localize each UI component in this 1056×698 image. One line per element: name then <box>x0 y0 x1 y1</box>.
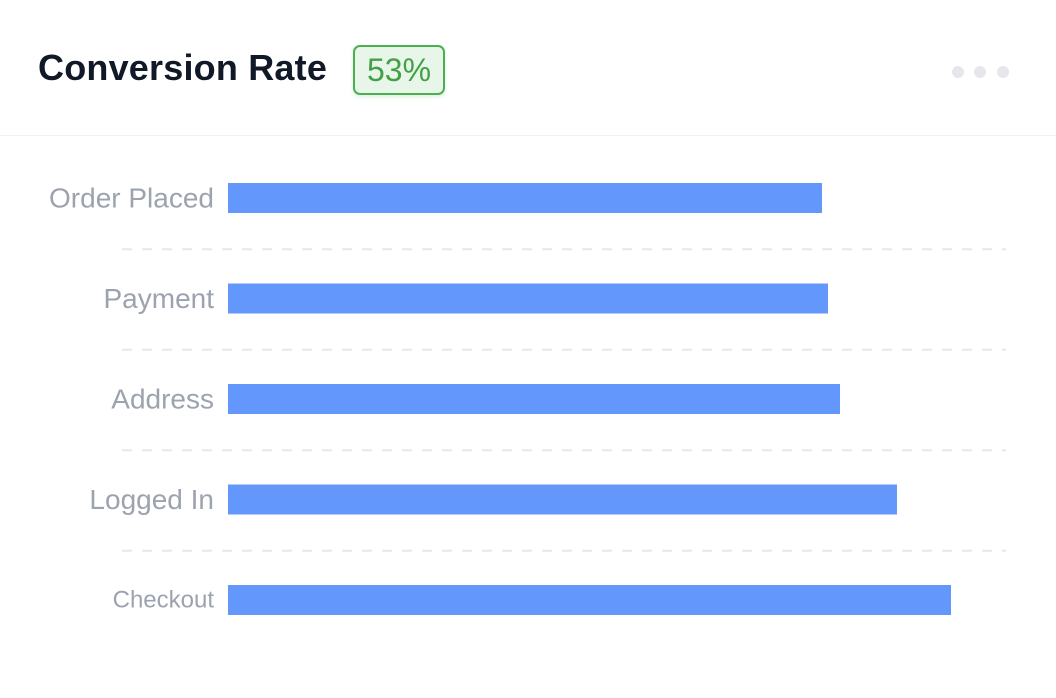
bar-order-placed <box>228 183 822 213</box>
category-label: Logged In <box>89 484 214 515</box>
card-header: Conversion Rate 53% <box>0 0 1056 136</box>
bar-checkout <box>228 585 951 615</box>
bar-address <box>228 384 840 414</box>
card-title: Conversion Rate <box>38 47 328 88</box>
conversion-rate-badge: 53% <box>353 45 445 95</box>
category-label: Order Placed <box>49 183 214 214</box>
category-label: Checkout <box>113 587 215 614</box>
more-horizontal-icon-dot <box>997 66 1009 78</box>
grid-lines <box>122 248 1006 552</box>
more-horizontal-icon-dot <box>974 66 986 78</box>
more-horizontal-icon <box>952 66 964 78</box>
more-options-button[interactable] <box>946 58 1016 86</box>
bars <box>228 183 951 615</box>
bar-logged-in <box>228 484 897 515</box>
category-labels: Order Placed Payment Address Logged In Check… <box>49 183 214 614</box>
category-label: Address <box>111 384 214 415</box>
category-label: Payment <box>104 283 215 314</box>
bar-payment <box>228 283 828 314</box>
